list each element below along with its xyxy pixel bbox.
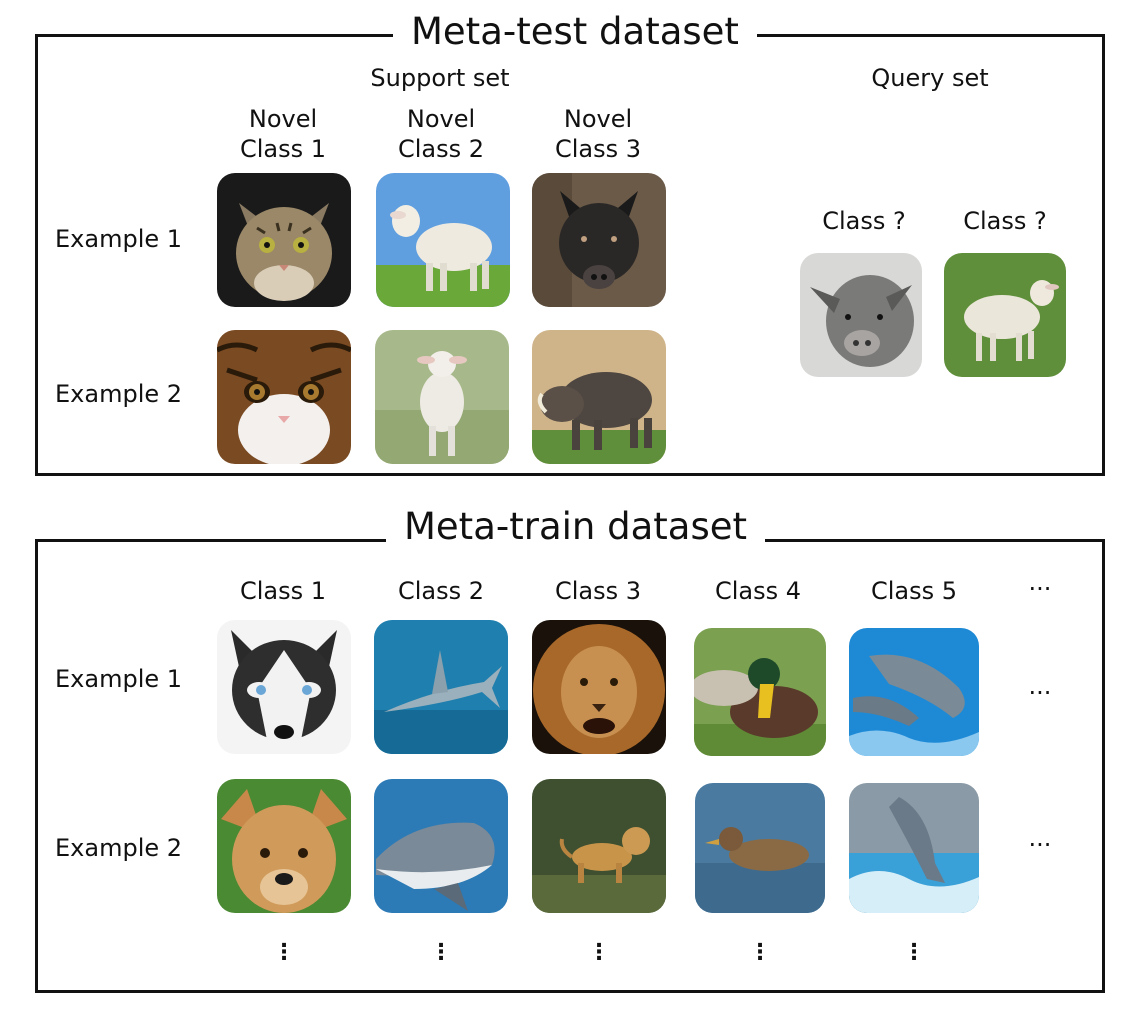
train-row-example-2: Example 2 — [55, 834, 183, 862]
wild-boar-photo — [532, 173, 666, 307]
more-rows-vdots-2: ⋮ — [430, 940, 452, 965]
test-row-example-2: Example 2 — [55, 380, 183, 408]
lion-cub-photo — [532, 779, 666, 913]
dolphin-photo — [849, 628, 979, 756]
more-rows-vdots-4: ⋮ — [749, 940, 771, 965]
train-class-2-label: Class 2 — [397, 577, 485, 605]
mallard-duck-photo — [694, 628, 826, 756]
jumping-dolphin-photo — [849, 783, 979, 913]
more-examples-row-1-ellipsis: ··· — [1028, 679, 1052, 707]
support-set-label: Support set — [370, 64, 510, 92]
more-rows-vdots-3: ⋮ — [588, 940, 610, 965]
tabby-cat-photo — [217, 173, 351, 307]
novel-class-1-label: Novel Class 1 — [239, 105, 327, 163]
husky-photo — [217, 620, 351, 754]
lamb-photo — [376, 173, 510, 307]
dog-photo — [217, 779, 351, 913]
jumping-lamb-photo — [375, 330, 509, 464]
meta-train-panel — [35, 539, 1105, 993]
great-white-shark-photo — [374, 779, 508, 913]
train-class-1-label: Class 1 — [239, 577, 327, 605]
query-set-label: Query set — [871, 64, 989, 92]
more-rows-vdots-1: ⋮ — [273, 940, 295, 965]
train-class-4-label: Class 4 — [714, 577, 802, 605]
query-class-label-2: Class ? — [963, 207, 1047, 235]
pig-photo — [800, 253, 922, 377]
lion-photo — [532, 620, 666, 754]
shark-photo — [374, 620, 508, 754]
train-class-3-label: Class 3 — [554, 577, 642, 605]
more-classes-ellipsis: ··· — [1028, 575, 1052, 603]
more-examples-row-2-ellipsis: ··· — [1028, 831, 1052, 859]
lamb-grass-photo — [944, 253, 1066, 377]
more-rows-vdots-5: ⋮ — [903, 940, 925, 965]
long-hair-cat-photo — [217, 330, 351, 464]
warthog-photo — [532, 330, 666, 464]
novel-class-3-label: Novel Class 3 — [554, 105, 642, 163]
train-class-5-label: Class 5 — [870, 577, 958, 605]
novel-class-2-label: Novel Class 2 — [397, 105, 485, 163]
meta-train-title: Meta-train dataset — [386, 505, 765, 549]
train-row-example-1: Example 1 — [55, 665, 183, 693]
query-class-label-1: Class ? — [822, 207, 906, 235]
female-duck-photo — [695, 783, 825, 913]
test-row-example-1: Example 1 — [55, 225, 183, 253]
meta-test-title: Meta-test dataset — [393, 10, 757, 54]
